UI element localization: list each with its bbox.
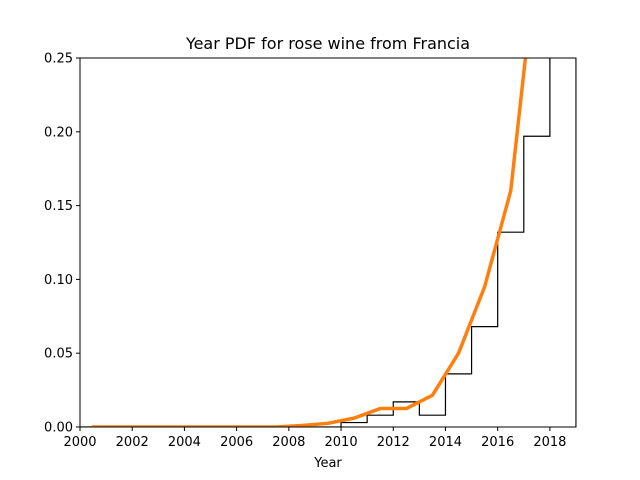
x-axis-label: Year <box>313 456 342 471</box>
y-tick-label: 0.15 <box>44 199 73 214</box>
x-tick-label: 2002 <box>116 435 149 450</box>
x-tick-label: 2000 <box>63 435 96 450</box>
x-tick-label: 2010 <box>325 435 358 450</box>
chart-title: Year PDF for rose wine from Francia <box>185 34 470 53</box>
x-tick-label: 2018 <box>533 435 566 450</box>
plot-series <box>80 58 576 427</box>
y-tick-label: 0.05 <box>44 347 73 362</box>
x-tick-label: 2012 <box>377 435 410 450</box>
x-tick-label: 2016 <box>481 435 514 450</box>
y-tick-label: 0.25 <box>44 52 73 67</box>
pdf-line <box>91 58 528 427</box>
x-tick-label: 2008 <box>272 435 305 450</box>
y-tick-label: 0.20 <box>44 125 73 140</box>
y-axis: 0.00 0.05 0.10 0.15 0.20 0.25 <box>44 52 80 436</box>
y-tick-label: 0.00 <box>44 421 73 436</box>
plot-frame <box>79 57 577 428</box>
y-tick-label: 0.10 <box>44 273 73 288</box>
x-axis: 2000 2002 2004 2006 2008 2010 2012 2014 2016 2018 <box>63 427 566 450</box>
x-tick-label: 2004 <box>168 435 201 450</box>
x-tick-label: 2006 <box>220 435 253 450</box>
x-tick-label: 2014 <box>429 435 462 450</box>
